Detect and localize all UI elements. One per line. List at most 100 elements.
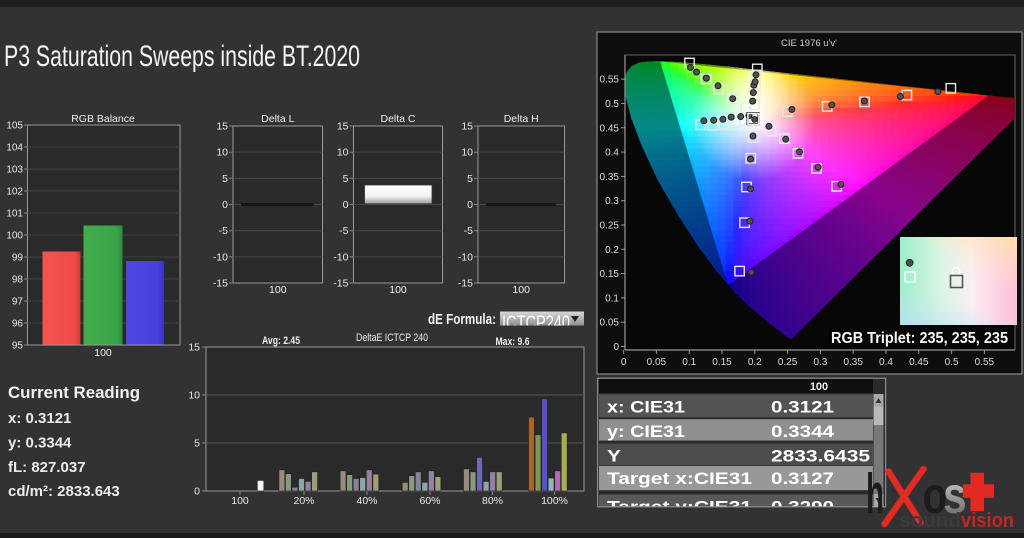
svg-text:104: 104 <box>6 143 23 154</box>
svg-text:0.2: 0.2 <box>748 357 762 368</box>
svg-text:vision: vision <box>961 510 1014 532</box>
svg-text:0.55: 0.55 <box>600 75 620 86</box>
svg-text:97: 97 <box>12 297 24 308</box>
svg-text:96: 96 <box>12 319 24 330</box>
svg-text:100: 100 <box>512 284 530 296</box>
svg-text:40%: 40% <box>356 495 377 507</box>
svg-text:RGB Balance: RGB Balance <box>71 113 135 125</box>
svg-text:10: 10 <box>337 147 349 159</box>
svg-text:0.55: 0.55 <box>975 357 995 368</box>
svg-text:-10: -10 <box>213 251 228 263</box>
svg-text:y: CIE31: y: CIE31 <box>607 422 685 441</box>
svg-text:0.3344: 0.3344 <box>771 422 835 441</box>
svg-text:ICTCP240: ICTCP240 <box>502 313 570 334</box>
svg-text:DeltaE ICTCP 240: DeltaE ICTCP 240 <box>356 332 428 344</box>
svg-text:s: s <box>943 467 967 525</box>
svg-text:0: 0 <box>194 486 200 498</box>
svg-text:-5: -5 <box>219 225 228 237</box>
svg-text:2833.6435: 2833.6435 <box>771 447 870 466</box>
svg-text:100: 100 <box>389 284 407 296</box>
svg-text:0: 0 <box>621 357 627 368</box>
svg-text:dE Formula:: dE Formula: <box>428 311 496 328</box>
svg-text:102: 102 <box>6 187 23 198</box>
svg-text:5: 5 <box>467 173 473 185</box>
svg-text:Avg: 2.45: Avg: 2.45 <box>262 335 300 347</box>
svg-text:0.5: 0.5 <box>945 357 959 368</box>
svg-text:0: 0 <box>467 199 473 211</box>
svg-text:101: 101 <box>6 209 23 220</box>
svg-text:99: 99 <box>12 253 24 264</box>
svg-text:80%: 80% <box>482 495 503 507</box>
svg-text:0.1: 0.1 <box>605 293 619 304</box>
svg-text:h: h <box>866 462 884 526</box>
svg-text:15: 15 <box>216 121 228 133</box>
svg-text:-15: -15 <box>333 278 348 290</box>
svg-text:-10: -10 <box>333 251 348 263</box>
svg-text:10: 10 <box>461 147 473 159</box>
svg-text:x: 0.3121: x: 0.3121 <box>8 410 71 427</box>
svg-text:Max: 9.6: Max: 9.6 <box>496 336 530 348</box>
svg-text:x: CIE31: x: CIE31 <box>607 397 685 416</box>
svg-text:-15: -15 <box>213 278 228 290</box>
svg-text:95: 95 <box>12 341 24 352</box>
svg-text:RGB Triplet: 235, 235, 235: RGB Triplet: 235, 235, 235 <box>831 330 1008 347</box>
svg-text:o: o <box>923 466 948 524</box>
svg-text:0.15: 0.15 <box>712 357 732 368</box>
svg-text:10: 10 <box>216 147 228 159</box>
svg-text:0: 0 <box>222 199 228 211</box>
svg-text:60%: 60% <box>419 495 440 507</box>
svg-text:98: 98 <box>12 275 24 286</box>
svg-text:105: 105 <box>6 121 23 132</box>
svg-text:-15: -15 <box>458 278 473 290</box>
svg-text:Target x:CIE31: Target x:CIE31 <box>607 469 752 488</box>
svg-text:0.3: 0.3 <box>813 357 827 368</box>
svg-text:0.05: 0.05 <box>600 318 620 329</box>
svg-text:100: 100 <box>810 381 828 393</box>
svg-text:0.25: 0.25 <box>778 357 798 368</box>
svg-text:5: 5 <box>222 173 228 185</box>
svg-text:0.3: 0.3 <box>605 196 619 207</box>
svg-text:0.45: 0.45 <box>909 357 929 368</box>
svg-text:0: 0 <box>343 199 349 211</box>
svg-text:0.3121: 0.3121 <box>771 397 834 416</box>
svg-text:15: 15 <box>461 121 473 133</box>
svg-text:0.5: 0.5 <box>605 99 619 110</box>
svg-text:Delta L: Delta L <box>261 113 294 125</box>
svg-text:5: 5 <box>194 438 200 450</box>
svg-text:-10: -10 <box>458 251 473 263</box>
svg-text:0.3290: 0.3290 <box>771 498 834 517</box>
svg-text:100%: 100% <box>541 495 568 507</box>
svg-text:-5: -5 <box>464 225 473 237</box>
svg-text:Delta C: Delta C <box>380 113 415 125</box>
svg-text:Current Reading: Current Reading <box>8 383 140 402</box>
svg-text:100: 100 <box>6 231 23 242</box>
svg-text:103: 103 <box>6 165 23 176</box>
svg-text:0.15: 0.15 <box>600 269 620 280</box>
svg-text:sound: sound <box>899 510 961 532</box>
svg-text:0.05: 0.05 <box>647 357 667 368</box>
svg-text:15: 15 <box>337 121 349 133</box>
svg-text:0.4: 0.4 <box>879 357 893 368</box>
svg-text:15: 15 <box>188 342 200 354</box>
svg-text:0.4: 0.4 <box>605 148 619 159</box>
svg-text:Delta H: Delta H <box>504 113 539 125</box>
svg-text:0.45: 0.45 <box>600 123 620 134</box>
svg-text:Y: Y <box>607 447 622 466</box>
svg-text:-5: -5 <box>339 225 348 237</box>
svg-text:100: 100 <box>94 347 112 359</box>
svg-text:20%: 20% <box>293 495 314 507</box>
svg-text:0.1: 0.1 <box>682 357 696 368</box>
svg-text:0: 0 <box>613 342 619 353</box>
svg-text:5: 5 <box>343 173 349 185</box>
svg-text:10: 10 <box>188 390 200 402</box>
svg-text:0.2: 0.2 <box>605 245 619 256</box>
svg-text:100: 100 <box>231 495 249 507</box>
svg-text:CIE 1976 u'v': CIE 1976 u'v' <box>781 38 837 49</box>
svg-text:y: 0.3344: y: 0.3344 <box>8 435 72 452</box>
svg-text:0.25: 0.25 <box>600 221 620 232</box>
svg-text:Target y:CIE31: Target y:CIE31 <box>607 498 752 517</box>
svg-text:0.3127: 0.3127 <box>771 469 834 488</box>
svg-text:100: 100 <box>269 284 287 296</box>
svg-text:0.35: 0.35 <box>843 357 863 368</box>
svg-text:fL: 827.037: fL: 827.037 <box>8 459 86 476</box>
